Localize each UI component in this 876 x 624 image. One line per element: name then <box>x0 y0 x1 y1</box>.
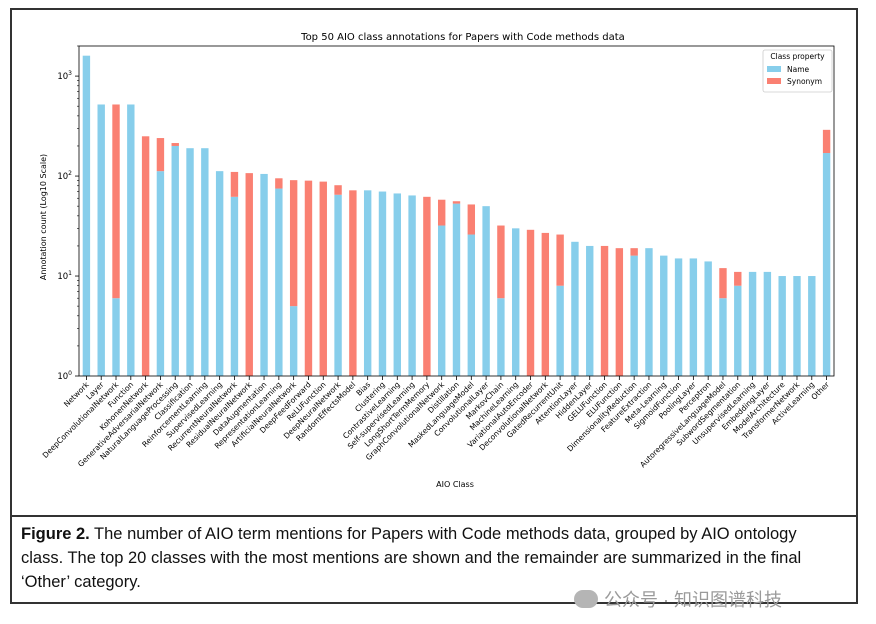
bar-synonym-5 <box>156 138 165 172</box>
bar-synonym-36 <box>615 248 624 376</box>
bar-name-43 <box>719 298 727 376</box>
bar-name-33 <box>571 241 579 376</box>
bar-name-32 <box>556 285 564 376</box>
y-tick-label-2: 102 <box>57 170 72 182</box>
bar-name-8 <box>201 148 209 376</box>
bar-synonym-35 <box>600 245 609 376</box>
bar-name-19 <box>363 190 372 376</box>
bar-synonym-13 <box>275 178 283 189</box>
bar-name-20 <box>378 191 387 376</box>
bar-synonym-26 <box>467 204 476 235</box>
bar-synonym-6 <box>171 143 179 146</box>
plot-area: Top 50 AIO class annotations for Papers … <box>12 10 856 517</box>
wechat-icon <box>574 590 598 608</box>
bar-synonym-17 <box>334 185 342 195</box>
figure-frame: Top 50 AIO class annotations for Papers … <box>10 8 858 610</box>
bar-name-2 <box>112 298 120 376</box>
bar-chart: Top 50 AIO class annotations for Papers … <box>39 32 835 489</box>
legend-label-name: Name <box>787 65 810 74</box>
bar-name-42 <box>704 261 712 376</box>
bar-name-24 <box>437 225 446 376</box>
bar-synonym-10 <box>230 171 239 197</box>
bar-name-38 <box>645 248 653 376</box>
bar-synonym-43 <box>719 268 727 299</box>
watermark-text: 公众号 · 知识图谱科技 <box>604 590 782 610</box>
y-tick-label-0: 100 <box>57 370 72 382</box>
bar-synonym-4 <box>141 136 150 376</box>
x-axis-label: AIO Class <box>436 480 474 489</box>
bar-synonym-44 <box>734 271 742 286</box>
bar-synonym-15 <box>304 180 313 376</box>
y-tick-label-3: 103 <box>57 70 72 82</box>
bar-name-27 <box>482 206 490 376</box>
bar-name-50 <box>822 153 831 376</box>
bar-name-49 <box>808 276 816 376</box>
x-tick-label-50: Other <box>809 379 831 401</box>
bar-name-7 <box>186 148 194 376</box>
bar-name-39 <box>660 255 668 376</box>
bar-name-14 <box>289 306 298 376</box>
bar-name-34 <box>586 245 594 376</box>
bar-name-13 <box>275 188 283 376</box>
bar-synonym-24 <box>437 199 446 226</box>
bar-synonym-28 <box>497 225 505 299</box>
y-axis-label: Annotation count (Log10 Scale) <box>39 154 48 280</box>
bar-name-9 <box>215 171 224 376</box>
bar-name-44 <box>734 285 742 376</box>
chart-title: Top 50 AIO class annotations for Papers … <box>300 32 625 43</box>
bar-synonym-23 <box>423 196 431 376</box>
figure-caption: Figure 2. The number of AIO term mention… <box>21 522 841 594</box>
bar-synonym-18 <box>349 190 357 376</box>
bar-synonym-30 <box>526 229 535 376</box>
bar-name-45 <box>748 271 757 376</box>
bar-name-5 <box>156 171 165 376</box>
bar-name-37 <box>630 255 638 376</box>
bar-name-25 <box>452 203 461 376</box>
bar-name-12 <box>260 173 268 376</box>
legend-label-synonym: Synonym <box>787 77 822 86</box>
legend-title: Class property <box>770 52 825 61</box>
legend: Class property Name Synonym <box>762 49 833 93</box>
bar-name-29 <box>512 228 520 376</box>
caption-label: Figure 2. <box>21 525 90 543</box>
bar-synonym-14 <box>289 180 298 307</box>
bar-name-40 <box>674 258 683 376</box>
bars-group <box>82 55 831 377</box>
bar-name-41 <box>689 258 698 376</box>
watermark: 公众号 · 知识图谱科技 <box>574 586 782 612</box>
bar-name-48 <box>793 276 801 376</box>
bar-synonym-16 <box>319 181 327 376</box>
bar-name-1 <box>97 104 105 377</box>
bar-synonym-32 <box>556 234 564 286</box>
bar-synonym-31 <box>541 232 550 376</box>
bar-synonym-2 <box>112 104 120 299</box>
bar-name-21 <box>393 193 401 376</box>
y-tick-label-1: 101 <box>57 270 72 282</box>
bar-synonym-50 <box>822 129 831 154</box>
bar-name-47 <box>778 276 786 376</box>
legend-swatch-synonym <box>767 78 781 84</box>
bar-name-17 <box>334 194 342 376</box>
bar-name-10 <box>230 196 239 376</box>
bar-synonym-25 <box>452 201 461 204</box>
bar-name-22 <box>408 195 416 376</box>
bar-name-26 <box>467 234 476 376</box>
legend-swatch-name <box>767 66 781 72</box>
bar-name-28 <box>497 298 505 376</box>
bar-name-0 <box>82 55 91 376</box>
bar-synonym-11 <box>245 173 253 376</box>
bar-name-3 <box>127 104 135 377</box>
bar-synonym-37 <box>630 248 638 256</box>
bar-name-46 <box>763 271 772 376</box>
caption-text: The number of AIO term mentions for Pape… <box>21 525 802 591</box>
bar-name-6 <box>171 145 179 376</box>
